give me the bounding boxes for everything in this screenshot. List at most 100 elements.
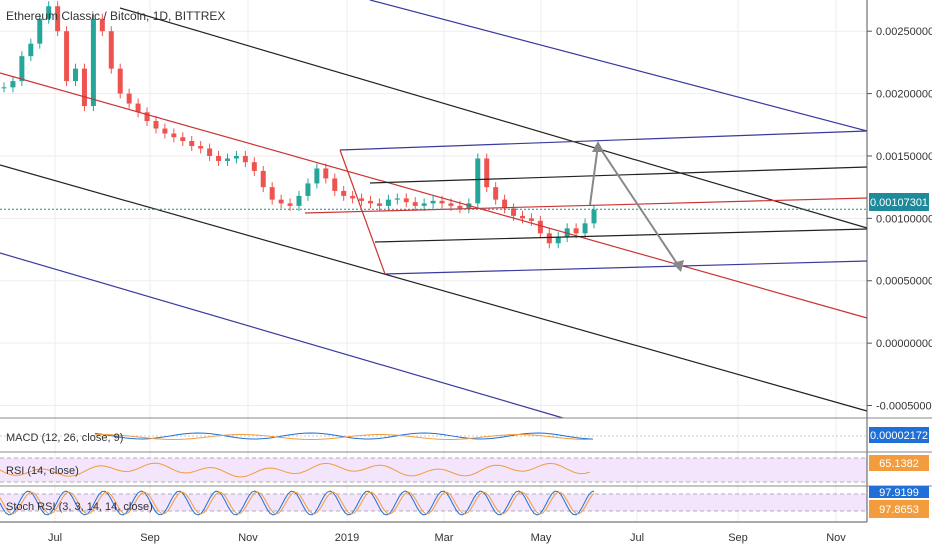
candle-body: [135, 103, 141, 113]
candle-body: [73, 68, 79, 82]
candle-body: [573, 228, 579, 234]
candle-body: [314, 168, 320, 184]
x-tick-label: Sep: [728, 532, 748, 544]
candle-body: [511, 208, 517, 216]
candle-body: [385, 199, 391, 206]
candle-body: [10, 81, 16, 88]
pitchfork-lower-blue: [0, 252, 564, 419]
x-tick-label: Jul: [48, 532, 62, 544]
macd-pane: [0, 432, 867, 441]
rsi-pane: [0, 457, 867, 483]
candle-body: [46, 6, 52, 19]
y-tick-label: -0.00050000: [876, 401, 932, 413]
pitchfork-upper-black: [119, 7, 868, 229]
candle-body: [421, 203, 427, 206]
candle-body: [350, 195, 356, 199]
rsi-label: RSI (14, close): [6, 465, 79, 477]
candle-body: [305, 183, 311, 196]
candle-body: [19, 56, 25, 82]
candle-body: [28, 43, 34, 57]
pitchfork-median-line: [0, 72, 868, 319]
candle-body: [439, 200, 445, 204]
arrow-head-down: [672, 260, 684, 272]
candle-body: [153, 121, 159, 129]
rsi-value-badge: [869, 455, 929, 471]
stoch-k-badge: [869, 486, 929, 498]
x-tick-label: May: [531, 532, 552, 544]
pitchfork-2-handle: [339, 149, 386, 275]
candle-body: [251, 162, 257, 171]
candle-body: [376, 203, 382, 206]
rsi-value: 65.1382: [879, 458, 919, 470]
candle-body: [269, 187, 275, 200]
candle-body: [475, 158, 481, 204]
candle-body: [341, 190, 347, 196]
pitchfork-drawings[interactable]: [0, 0, 868, 419]
candle-body: [37, 18, 43, 44]
candle-body: [457, 205, 463, 209]
candle-body: [1, 87, 7, 89]
pitchfork-2-median: [304, 197, 868, 214]
y-tick-label: 0.00050000: [876, 276, 932, 288]
candle-body: [144, 112, 150, 122]
candle-body: [537, 220, 543, 234]
candle-body: [493, 187, 499, 200]
candle-body: [162, 128, 168, 134]
y-tick-label: 0.00250000: [876, 26, 932, 38]
stoch-rsi-pane: [0, 490, 867, 516]
candle-body: [296, 195, 302, 206]
stoch-d-badge: [869, 500, 929, 518]
macd-label: MACD (12, 26, close, 9): [6, 432, 123, 444]
chart-title: Ethereum Classic / Bitcoin, 1D, BITTREX: [6, 9, 225, 23]
candle-body: [502, 199, 508, 209]
candle-body: [528, 218, 534, 221]
candle-body: [64, 31, 70, 82]
candle-body: [117, 68, 123, 94]
rsi-line: [0, 462, 591, 478]
pitchfork-2-lower-black: [374, 228, 868, 243]
x-tick-label: Nov: [238, 532, 258, 544]
candle-body: [55, 6, 61, 32]
projection-arrows[interactable]: [589, 141, 684, 272]
candle-body: [99, 18, 105, 32]
candle-body: [332, 178, 338, 191]
stoch-k-value: 97.9199: [879, 487, 919, 499]
signal-line: [94, 434, 594, 441]
candle-body: [430, 200, 436, 204]
candle-body: [189, 140, 195, 146]
candle-body: [368, 200, 374, 204]
candle-body: [108, 31, 114, 69]
candle-body: [484, 158, 490, 188]
y-tick-label: 0.00200000: [876, 89, 932, 101]
candle-body: [207, 148, 213, 156]
y-tick-label: 0.00000000: [876, 338, 932, 350]
candle-body: [242, 155, 248, 163]
last-price-badge: [869, 193, 929, 211]
macd-value: 0.00002172: [870, 430, 928, 442]
x-tick-label: Nov: [826, 532, 846, 544]
candle-body: [555, 237, 561, 244]
pitchfork-2-lower-blue: [384, 260, 868, 275]
candle-body: [546, 233, 552, 244]
candle-body: [180, 137, 186, 141]
candle-body: [323, 168, 329, 179]
last-price-value: 0.00107301: [870, 197, 928, 209]
candle-body: [224, 158, 230, 161]
candle-body: [582, 223, 588, 234]
pitchfork-upper-blue: [369, 0, 868, 132]
x-tick-label: Sep: [140, 532, 160, 544]
macd-value-badge: [869, 427, 929, 443]
candle-body: [519, 215, 525, 219]
candle-body: [448, 203, 454, 206]
candle-body: [591, 209, 597, 224]
stoch-rsi-label: Stoch RSI (3, 3, 14, 14, close): [6, 501, 153, 513]
candle-body: [260, 170, 266, 188]
x-tick-label: Mar: [435, 532, 454, 544]
candle-body: [233, 155, 239, 159]
candle-body: [412, 202, 418, 206]
stoch-k-line: [0, 490, 595, 516]
candle-body: [287, 203, 293, 206]
